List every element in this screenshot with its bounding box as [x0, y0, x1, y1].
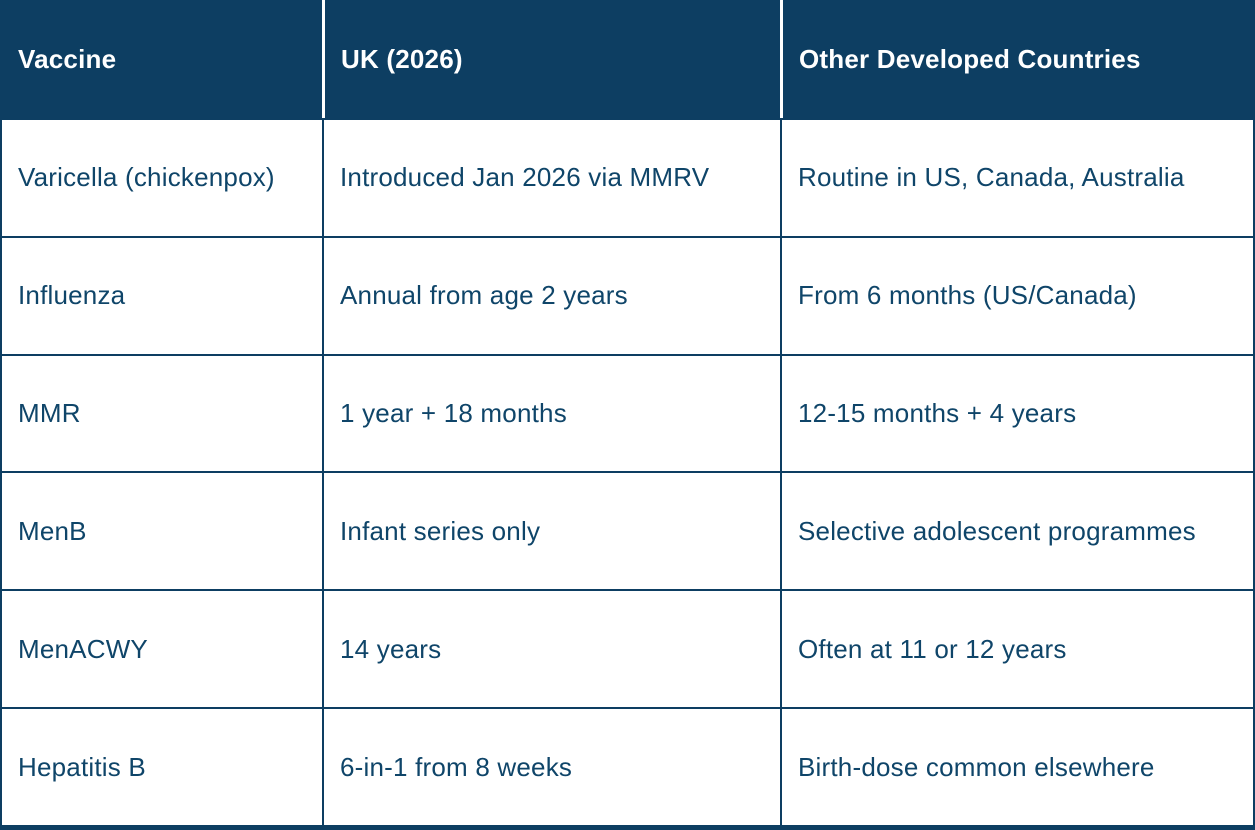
header-row: Vaccine UK (2026) Other Developed Countr… [2, 0, 1253, 118]
table-row-influenza: Influenza Annual from age 2 years From 6… [2, 235, 1253, 354]
table-row-menb: MenB Infant series only Selective adoles… [2, 471, 1253, 590]
table-row-mmr: MMR 1 year + 18 months 12-15 months + 4 … [2, 353, 1253, 472]
column-header-other-developed-countries: Other Developed Countries [780, 0, 1253, 118]
cell-uk-schedule: Annual from age 2 years [322, 235, 780, 354]
cell-vaccine-name: Varicella (chickenpox) [2, 118, 322, 236]
cell-other-countries: 12-15 months + 4 years [780, 353, 1253, 472]
cell-other-countries: From 6 months (US/Canada) [780, 235, 1253, 354]
cell-vaccine-name: MenACWY [2, 589, 322, 708]
cell-vaccine-name: MenB [2, 471, 322, 590]
cell-uk-schedule: 6-in-1 from 8 weeks [322, 707, 780, 825]
cell-other-countries: Often at 11 or 12 years [780, 589, 1253, 708]
column-header-vaccine: Vaccine [2, 0, 322, 118]
cell-vaccine-name: MMR [2, 353, 322, 472]
cell-other-countries: Routine in US, Canada, Australia [780, 118, 1253, 236]
table-row-menacwy: MenACWY 14 years Often at 11 or 12 years [2, 589, 1253, 708]
cell-vaccine-name: Influenza [2, 235, 322, 354]
cell-other-countries: Selective adolescent programmes [780, 471, 1253, 590]
column-header-uk-2026: UK (2026) [322, 0, 780, 118]
cell-vaccine-name: Hepatitis B [2, 707, 322, 825]
cell-uk-schedule: 1 year + 18 months [322, 353, 780, 472]
cell-uk-schedule: Introduced Jan 2026 via MMRV [322, 118, 780, 236]
cell-uk-schedule: 14 years [322, 589, 780, 708]
table-row-hepatitis-b: Hepatitis B 6-in-1 from 8 weeks Birth-do… [2, 707, 1253, 825]
table-row-varicella: Varicella (chickenpox) Introduced Jan 20… [2, 118, 1253, 236]
cell-other-countries: Birth-dose common elsewhere [780, 707, 1253, 825]
cell-uk-schedule: Infant series only [322, 471, 780, 590]
